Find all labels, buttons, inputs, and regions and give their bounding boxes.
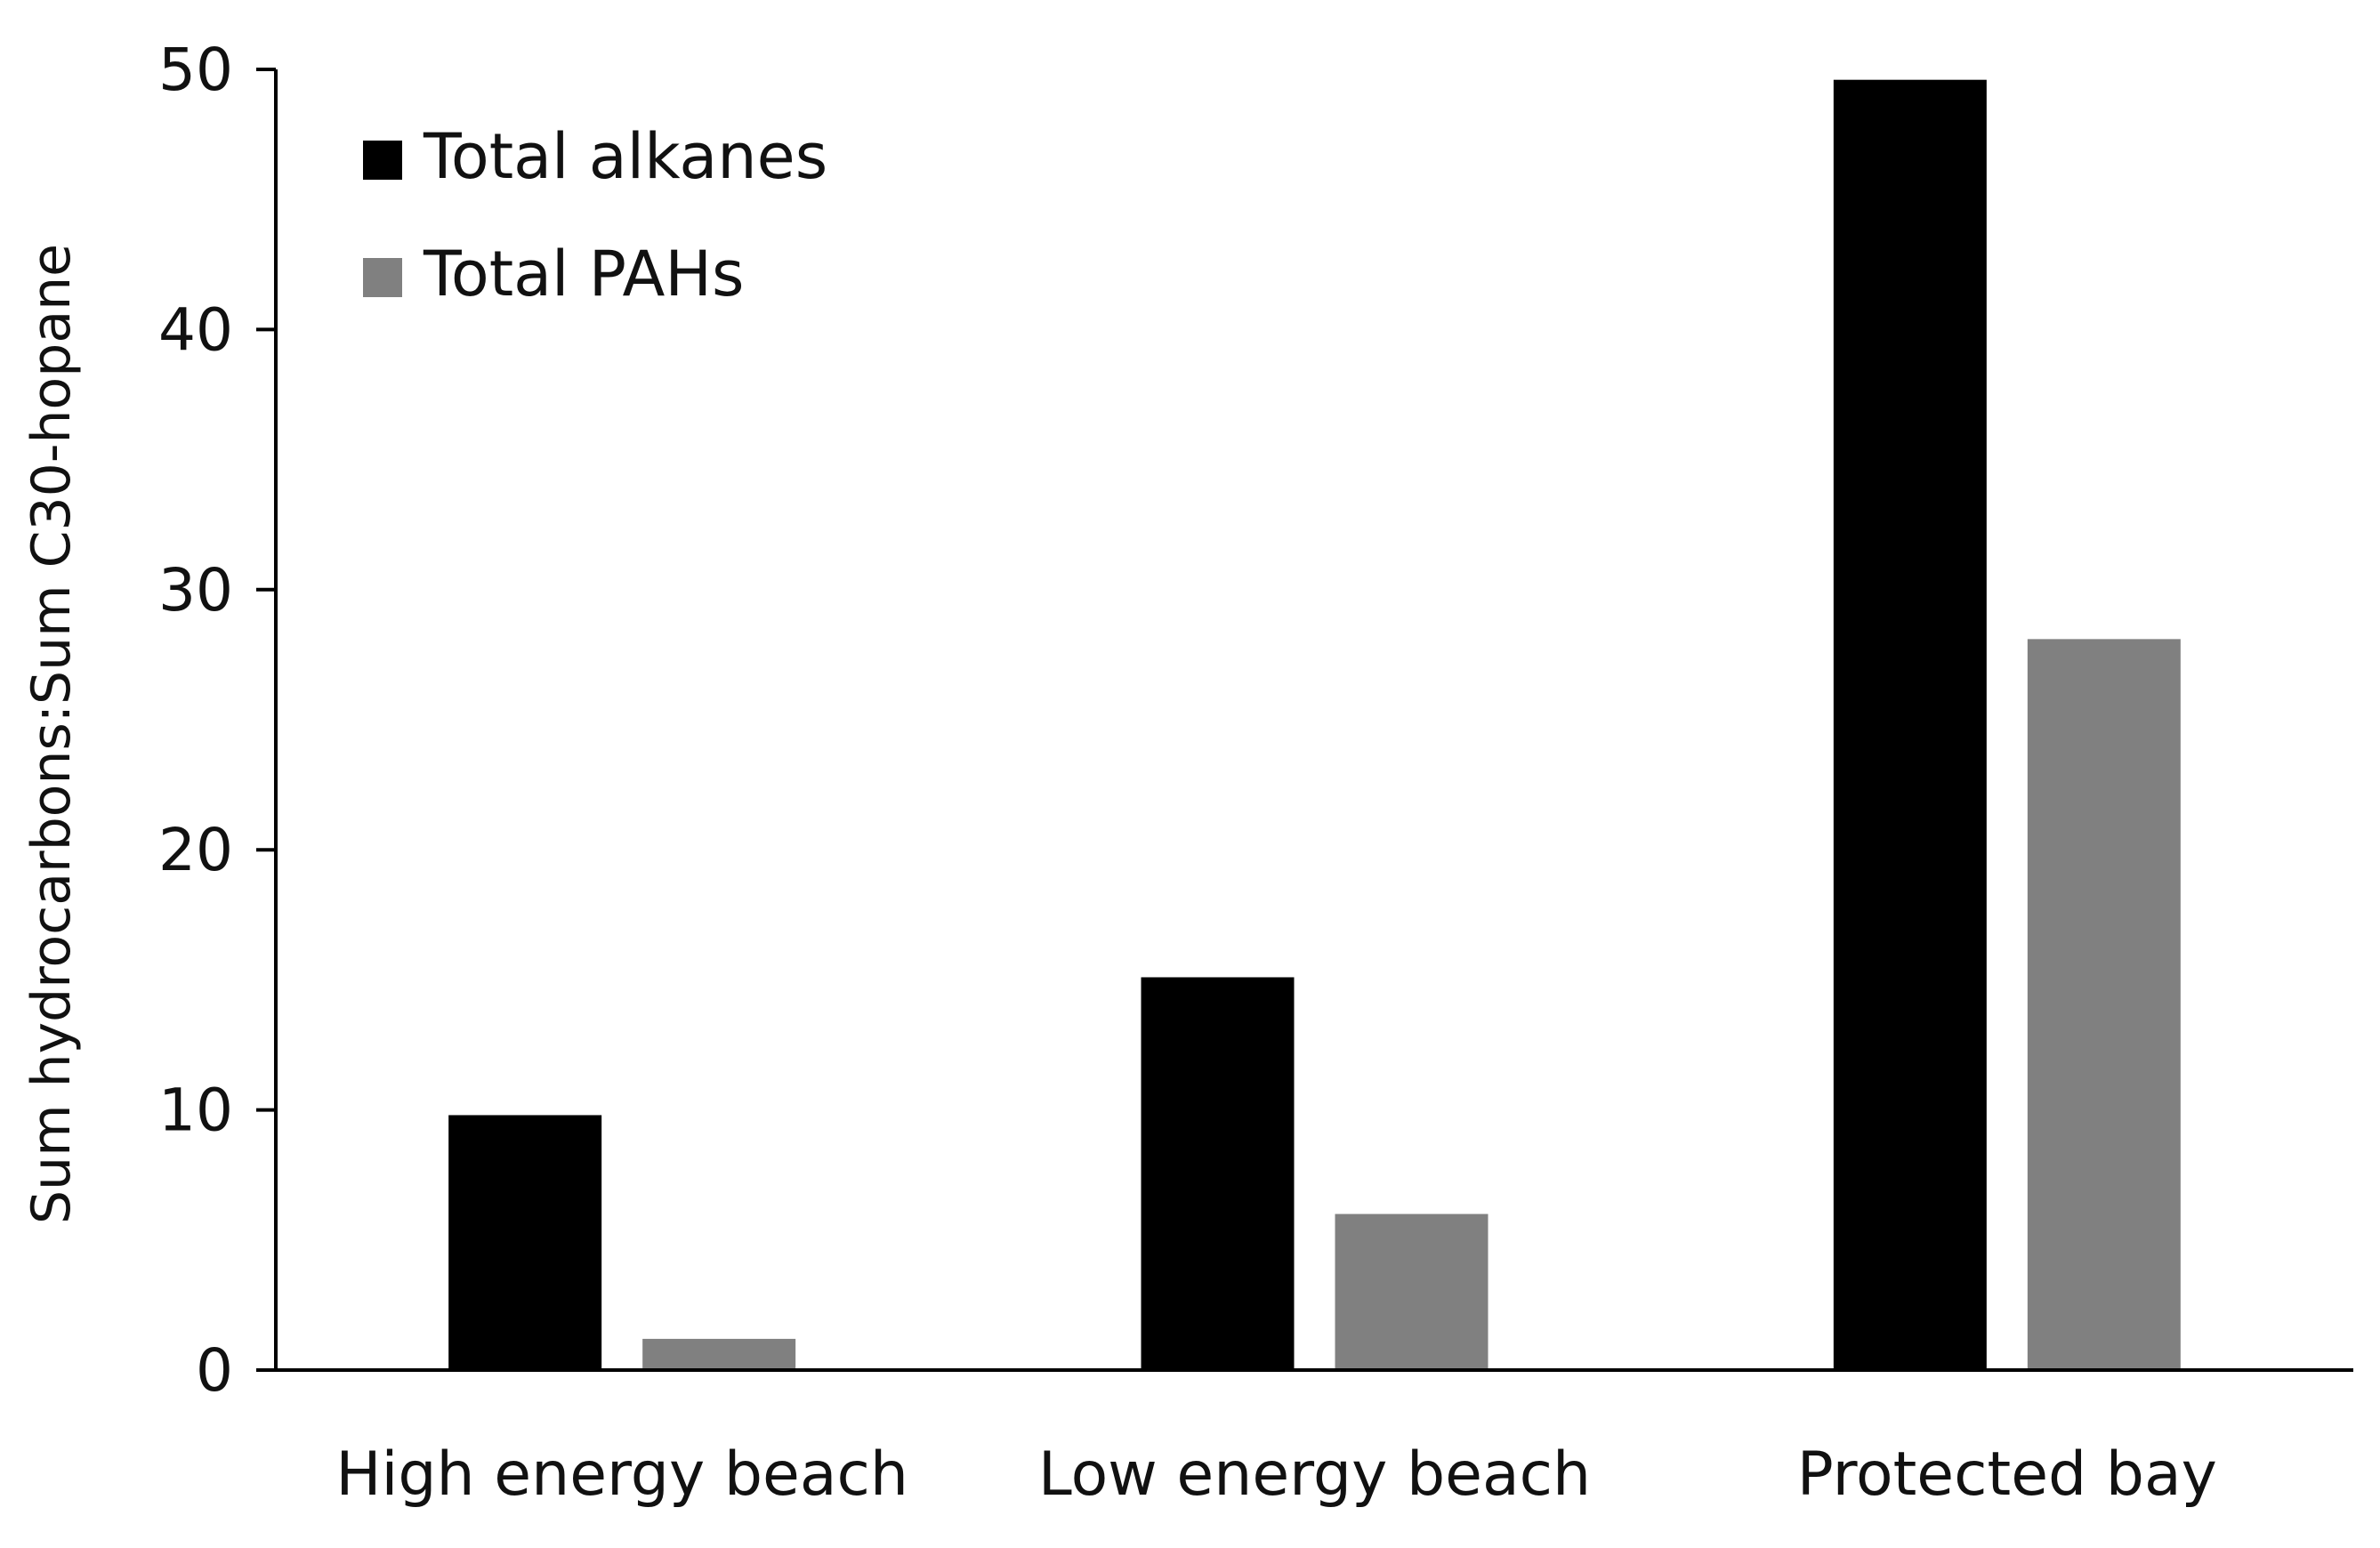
bar-total-pahs-low-energy-beach: [1335, 1213, 1489, 1370]
x-category-label: Low energy beach: [1038, 1439, 1591, 1510]
y-tick-label: 50: [158, 36, 233, 104]
y-tick-label: 40: [158, 295, 233, 364]
bar-total-alkanes-protected-bay: [1833, 79, 1987, 1370]
legend-swatch: [363, 141, 402, 180]
legend: Total alkanes Total PAHs: [363, 120, 827, 310]
x-category-label: High energy beach: [335, 1439, 908, 1510]
legend-label: Total PAHs: [423, 238, 744, 310]
y-tick-label: 10: [158, 1076, 233, 1145]
x-axis: High energy beach Low energy beach Protect…: [276, 1368, 2353, 1510]
bar-total-alkanes-high-energy-beach: [448, 1115, 602, 1370]
bars: [448, 79, 2181, 1370]
bar-total-alkanes-low-energy-beach: [1141, 977, 1295, 1370]
y-axis-title: Sum hydrocarbons:Sum C30-hopane: [20, 244, 83, 1224]
y-tick-label: 20: [158, 816, 233, 884]
y-axis: 0 10 20 30 40 50: [158, 36, 278, 1405]
bar-total-pahs-protected-bay: [2027, 639, 2181, 1370]
bar-total-pahs-high-energy-beach: [642, 1338, 796, 1370]
x-category-labels: High energy beach Low energy beach Protect…: [335, 1439, 2217, 1510]
y-tick-label: 30: [158, 556, 233, 625]
legend-swatch: [363, 258, 402, 297]
x-category-label: Protected bay: [1797, 1439, 2217, 1510]
y-ticks: 0 10 20 30 40 50: [158, 36, 276, 1405]
y-tick-label: 0: [196, 1336, 233, 1405]
legend-label: Total alkanes: [423, 120, 827, 193]
